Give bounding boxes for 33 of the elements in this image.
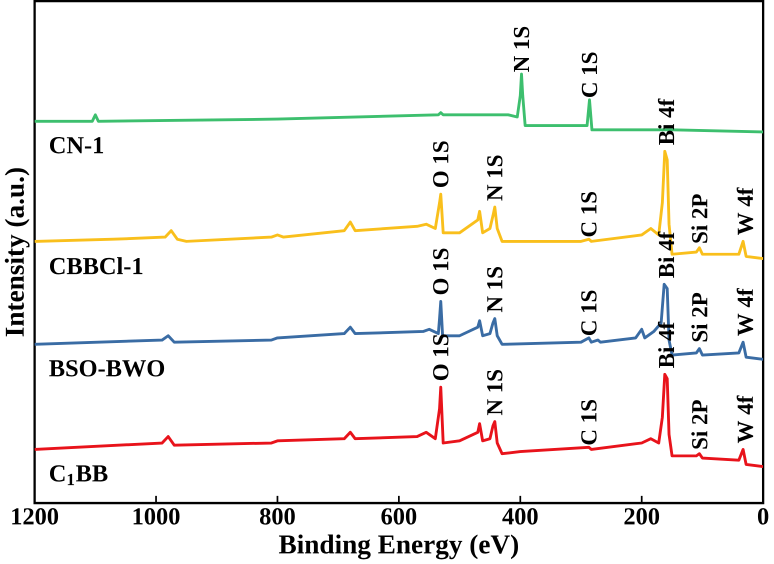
x-tick-label: 1200 <box>12 508 58 525</box>
annotation: O 1S <box>433 334 448 380</box>
annotation: Si 2P <box>691 400 708 449</box>
annotation: Si 2P <box>691 292 708 342</box>
series-label: CN-1 <box>50 136 104 154</box>
series-label: CBBCl-1 <box>50 257 142 274</box>
annotation: W 4f <box>736 187 754 235</box>
annotation: Bi 4f <box>658 231 674 278</box>
series-label: C$_{1}$BB <box>50 465 108 486</box>
x-tick-label: 400 <box>502 508 538 525</box>
x-tick-label: 1000 <box>134 508 180 525</box>
x-axis-title: Binding Energy (eV) <box>278 534 518 560</box>
annotation: C 1S <box>581 400 597 444</box>
annotation: N 1S <box>487 155 503 201</box>
annotation: Bi 4f <box>658 322 674 368</box>
annotation: O 1S <box>433 141 448 187</box>
x-tick-label: 0 <box>758 508 768 525</box>
annotation: C 1S <box>581 192 597 236</box>
annotation: O 1S <box>433 248 448 294</box>
annotation: C 1S <box>581 290 597 335</box>
annotation: C 1S <box>582 52 598 97</box>
annotation: Bi 4f <box>658 98 674 145</box>
annotation: Si 2P <box>691 194 708 243</box>
annotation: W 4f <box>736 288 754 336</box>
annotation: W 4f <box>736 395 754 444</box>
x-tick-label: 600 <box>381 508 416 525</box>
series-label: BSO-BWO <box>49 360 164 377</box>
y-axis-title: Intensity (a.u.) <box>4 168 30 336</box>
annotation: N 1S <box>487 370 503 416</box>
x-tick-label: 200 <box>624 508 660 525</box>
annotation: N 1S <box>514 26 530 72</box>
annotation: N 1S <box>487 266 503 312</box>
x-tick-label: 800 <box>260 508 295 525</box>
